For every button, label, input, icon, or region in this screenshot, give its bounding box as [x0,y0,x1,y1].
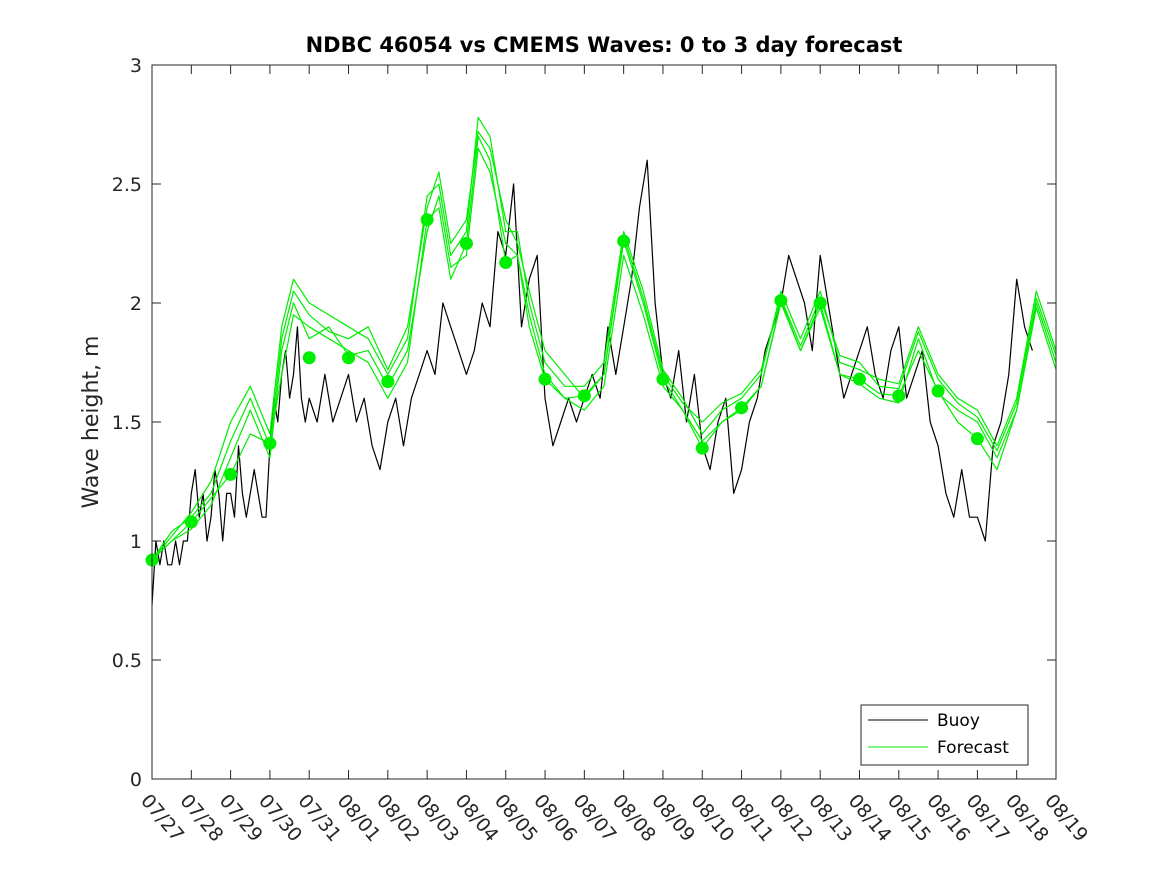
x-tick-label: 08/07 [569,790,621,846]
x-tick-label: 08/12 [765,790,817,846]
forecast-marker [302,351,316,365]
x-tick-label: 08/08 [608,790,660,846]
x-tick-label: 08/16 [922,790,974,846]
x-tick-label: 08/05 [490,790,542,846]
x-tick-label: 08/13 [804,790,856,846]
forecast-marker [499,256,513,270]
plot-frame [151,64,1057,780]
x-tick-label: 08/17 [962,790,1014,846]
x-tick-label: 08/19 [1040,790,1092,846]
x-tick-label: 08/01 [333,790,385,846]
y-tick-label: 2 [130,293,142,315]
x-tick-label: 08/06 [529,790,581,846]
x-tick-label: 08/10 [686,790,738,846]
legend: Buoy Forecast [860,704,1029,766]
forecast-marker [224,467,238,481]
marker-group [145,213,984,567]
y-tick-label: 3 [130,55,142,77]
x-tick-label: 07/30 [254,790,306,846]
x-tick-label: 08/18 [1001,790,1053,846]
forecast-series-line [151,116,1057,561]
x-tick-label: 07/27 [136,790,188,846]
forecast-marker [342,351,356,365]
x-tick-label: 07/31 [293,790,345,846]
legend-box [860,704,1029,766]
forecast-marker [538,372,552,386]
y-tick-label: 1.5 [112,412,142,434]
forecast-series-line [151,131,1057,561]
forecast-marker [459,237,473,250]
series-group [151,116,1057,606]
forecast-marker [184,515,198,529]
plot-background [152,65,1056,779]
x-tick-label: 08/02 [372,790,424,846]
x-tick-label: 08/11 [726,790,778,846]
y-tick-label: 0.5 [112,650,142,672]
forecast-marker [892,389,906,403]
forecast-marker [813,296,827,310]
legend-label-forecast: Forecast [937,738,1009,758]
forecast-marker [695,441,709,455]
forecast-marker [656,372,670,386]
forecast-marker [263,436,277,450]
forecast-marker [735,401,749,415]
forecast-marker [381,375,395,389]
forecast-marker [420,213,434,227]
forecast-marker [617,234,631,248]
x-tick-label: 07/28 [175,790,227,846]
y-tick-label: 1 [130,531,142,553]
x-tick-label: 07/29 [215,790,267,846]
y-tick-label: 0 [130,769,142,791]
legend-label-buoy: Buoy [937,711,980,731]
y-axis-label: Wave height, m [79,336,104,509]
x-tick-label: 08/04 [451,790,503,846]
x-tick-label: 08/14 [844,790,896,846]
forecast-marker [970,432,984,446]
forecast-marker [577,389,591,403]
forecast-series-line [151,147,1057,561]
x-tick-label: 08/09 [647,790,699,846]
y-tick-label: 2.5 [112,174,142,196]
forecast-marker [774,294,788,308]
chart-title: NDBC 46054 vs CMEMS Waves: 0 to 3 day fo… [306,33,903,57]
buoy-series-line [151,159,1033,606]
forecast-marker [852,372,866,386]
x-tick-label: 08/15 [883,790,935,846]
forecast-marker [931,384,945,398]
x-tick-label: 08/03 [411,790,463,846]
